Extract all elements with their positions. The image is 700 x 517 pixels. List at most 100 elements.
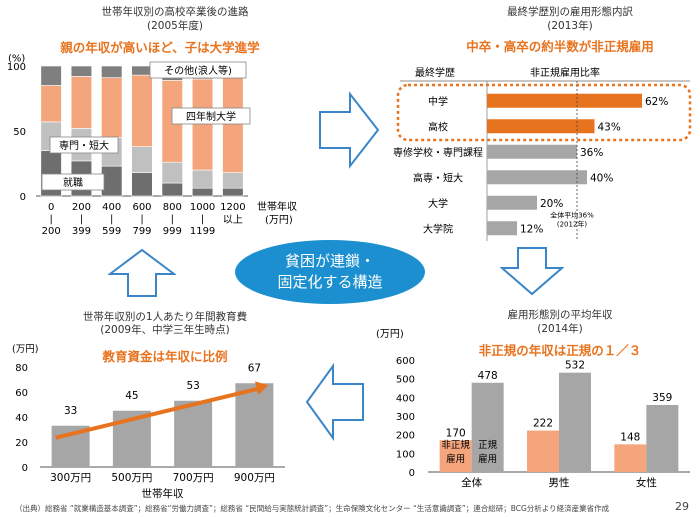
tl-xtick-bottom: 999 [163,226,182,237]
tr-bar [487,144,577,159]
tl-bar-segment [101,65,123,78]
br-bar [527,430,559,472]
tl-label-senmon-box [49,136,119,154]
br-bar [471,382,504,472]
br-xtick: 全体 [461,476,482,489]
arrow-down-icon [500,247,564,296]
bl-bar [174,400,213,467]
tl-label-senmon: 専門・短大 [59,139,109,152]
tl-bar-segment [40,65,62,86]
tl-bar-segment [40,85,62,123]
tl-xtick-top: 200 [72,202,91,213]
tl-bar-segment [131,74,153,147]
tr-value-label: 36% [580,147,603,159]
tr-title: 最終学歴別の雇用形態内訳 [507,6,633,18]
tl-xtick-top: 0 [48,202,54,213]
tl-bar-segment [131,172,153,197]
tl-ytick: 0 [20,192,26,203]
tl-xtick-bottom: 599 [102,226,121,237]
tr-value-label: 62% [645,96,668,108]
bl-subtitle: (2009年、中学三年生時点) [100,324,230,336]
br-ytick: 400 [396,393,415,404]
br-label-regular-2: 雇用 [478,453,497,465]
source-note: （出典）総務省 “就業構造基本調査”；総務省“労働力調査”；総務省 “民間給与実… [15,504,610,513]
tr-bar [487,170,587,185]
tr-bar [487,221,517,236]
center-oval: 貧困が連鎖・ 固定化する構造 [235,240,425,304]
tl-xtick-sep: | [49,214,52,225]
bl-xtick: 900万円 [234,472,275,484]
tl-xtick-bottom: 200 [42,226,61,237]
bl-ytick: 40 [15,413,28,424]
tr-avg-label-2: (2012年) [557,220,588,229]
br-value-label: 222 [533,418,553,430]
tr-headline: 中卒・高卒の約半数が非正規雇用 [466,39,654,54]
bl-ytick: 80 [15,363,28,374]
tr-value-label: 40% [590,172,613,184]
tr-category-label: 高校 [428,120,448,133]
br-ytick: 300 [396,412,415,423]
bl-xtick: 500万円 [111,472,152,484]
tl-chart: (%)1005000|200200|399400|599600|799800|9… [7,53,297,237]
tl-xtick-sep: | [140,214,143,225]
br-bar [614,444,647,472]
br-ytick: 200 [396,431,415,442]
tl-bar-segment [191,169,214,189]
bl-ytick: 20 [15,438,28,449]
tr-category-label: 大学院 [423,222,453,235]
br-label-regular-1: 正規 [478,440,498,451]
oval-line2: 固定化する構造 [277,273,383,291]
bl-ylabel: (万円) [12,344,38,355]
br-value-label: 170 [446,427,466,439]
tl-label-daigaku-box [171,107,251,125]
tr-bar [487,93,642,108]
tl-bar-segment [222,172,244,189]
br-chart: (万円) 600 500 400 300 200 100 0 170 478 全体 222 532 男性 1… [376,329,690,489]
bl-ytick: 0 [22,463,28,474]
tl-ylabel: (%) [8,53,25,64]
tl-xtick-top: 800 [163,202,182,213]
bl-value-label: 53 [186,380,199,392]
br-value-label: 478 [478,370,498,382]
tl-bar-segment [101,77,123,138]
bl-headline: 教育資金は年収に比例 [102,349,228,364]
br-label-irregular-1: 非正規 [441,439,470,451]
tr-value-label: 20% [540,198,563,210]
tl-bar-segment [191,187,214,197]
bl-value-label: 33 [64,405,77,417]
br-bar [559,372,591,472]
tr-avg-label-1: 全体平均36% [550,211,594,220]
tl-bar-segment [161,161,183,184]
br-label-irregular-2: 雇用 [446,453,465,465]
tr-bar [487,119,595,134]
tl-xunit: (万円) [265,215,293,226]
tl-bar-segment [222,76,244,173]
tl-xlabel: 世帯年収 [257,200,297,213]
tl-xtick-top: 1000 [190,202,215,213]
tl-label-daigaku: 四年制大学 [186,110,236,123]
bl-value-label: 45 [125,390,138,402]
tl-subtitle: (2005年度) [147,20,203,32]
tl-xtick-bottom: 以上 [223,214,243,226]
tl-label-sonota-box [149,61,247,79]
tl-ytick: 100 [7,62,26,73]
tl-xtick-sep: | [80,214,83,225]
tl-title: 世帯年収別の高校卒業後の進路 [101,6,249,18]
tl-label-sonota: その他(浪人等) [164,64,232,77]
br-ytick: 0 [409,468,415,479]
tr-subtitle: (2013年) [547,20,593,32]
tl-bar-segment [161,182,183,197]
tl-xtick-top: 400 [102,202,121,213]
bl-trend-arrow-head [255,381,269,395]
bl-xtick: 300万円 [50,472,91,484]
br-value-label: 359 [652,392,672,404]
tr-category-label: 専修学校・専門課程 [393,146,483,159]
tr-category-label: 中学 [428,95,448,108]
tl-xtick-top: 600 [132,202,151,213]
tl-bar-segment [131,146,153,173]
page-number: 29 [675,500,689,513]
tr-value-label: 43% [598,121,621,133]
tl-bar-segment [70,65,93,77]
tr-category-label: 大学 [428,197,448,210]
